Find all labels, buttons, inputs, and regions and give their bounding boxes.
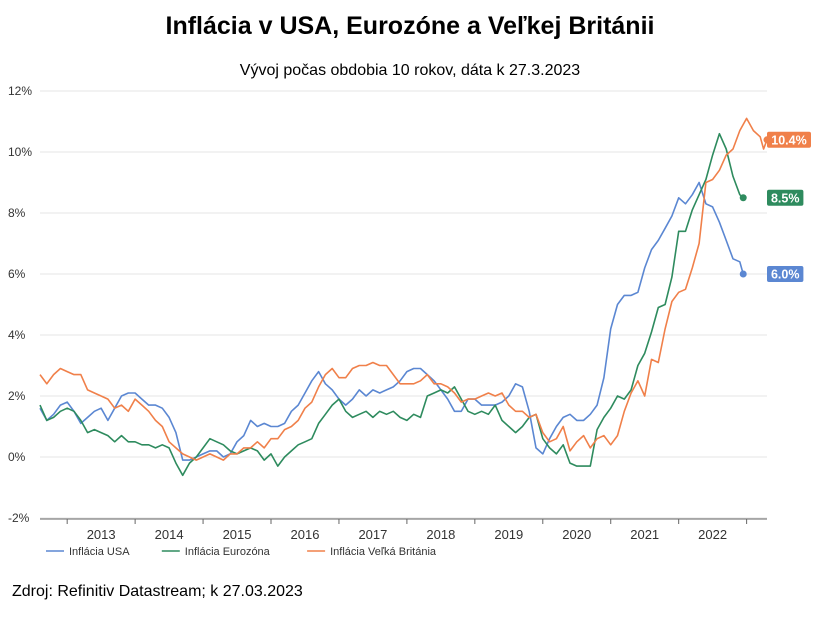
- end-value-label: 8.5%: [771, 191, 800, 205]
- y-tick-label: 2%: [8, 389, 26, 403]
- y-tick-label: 8%: [8, 206, 26, 220]
- series-lines: [39, 117, 771, 477]
- x-tick-label: 2016: [291, 527, 320, 542]
- y-axis-labels: -2% 0% 2% 4% 6% 8% 10% 12%: [8, 84, 32, 525]
- y-tick-label: -2%: [8, 511, 30, 525]
- x-tick-label: 2015: [223, 527, 252, 542]
- x-tick-label: 2022: [698, 527, 727, 542]
- y-tick-label: 10%: [8, 145, 32, 159]
- x-tick-label: 2014: [155, 527, 184, 542]
- chart-title: Inflácia v USA, Eurozóne a Veľkej Britán…: [165, 12, 655, 40]
- x-axis: 2013 2014 2015 2016 2017 2018 2019 2020 2021 2022: [40, 518, 767, 542]
- series-line: [39, 181, 744, 461]
- x-tick-label: 2018: [426, 527, 455, 542]
- end-value-label: 10.4%: [771, 133, 806, 147]
- grid-lines: [40, 90, 767, 519]
- legend-label: Inflácia USA: [69, 546, 130, 558]
- end-value-label: 6.0%: [771, 268, 800, 282]
- y-tick-label: 6%: [8, 267, 26, 281]
- chart-subtitle: Vývoj počas obdobia 10 rokov, dáta k 27.…: [239, 62, 581, 79]
- end-label-box: [767, 266, 804, 282]
- legend: Inflácia USA Inflácia Eurozóna Inflácia Ve…: [46, 546, 437, 558]
- series-line: [39, 117, 768, 461]
- x-tick-label: 2013: [87, 527, 116, 542]
- x-tick-label: 2020: [562, 527, 591, 542]
- x-tick-label: 2017: [358, 527, 387, 542]
- end-label-box: [767, 131, 811, 148]
- series-end-point: [739, 270, 747, 278]
- y-tick-label: 4%: [8, 328, 26, 342]
- y-tick-label: 0%: [8, 450, 26, 464]
- legend-label: Inflácia Eurozóna: [185, 546, 271, 558]
- x-tick-label: 2019: [494, 527, 523, 542]
- end-value-labels: 6.0% 8.5% 10.4%: [767, 131, 811, 282]
- y-tick-label: 12%: [8, 84, 32, 98]
- source-note: Zdroj: Refinitiv Datastream; k 27.03.202…: [12, 583, 303, 600]
- series-line: [39, 132, 744, 477]
- x-tick-label: 2021: [630, 527, 659, 542]
- end-label-box: [767, 189, 804, 206]
- series-end-point: [739, 194, 747, 202]
- legend-label: Inflácia Veľká Británia: [330, 546, 437, 558]
